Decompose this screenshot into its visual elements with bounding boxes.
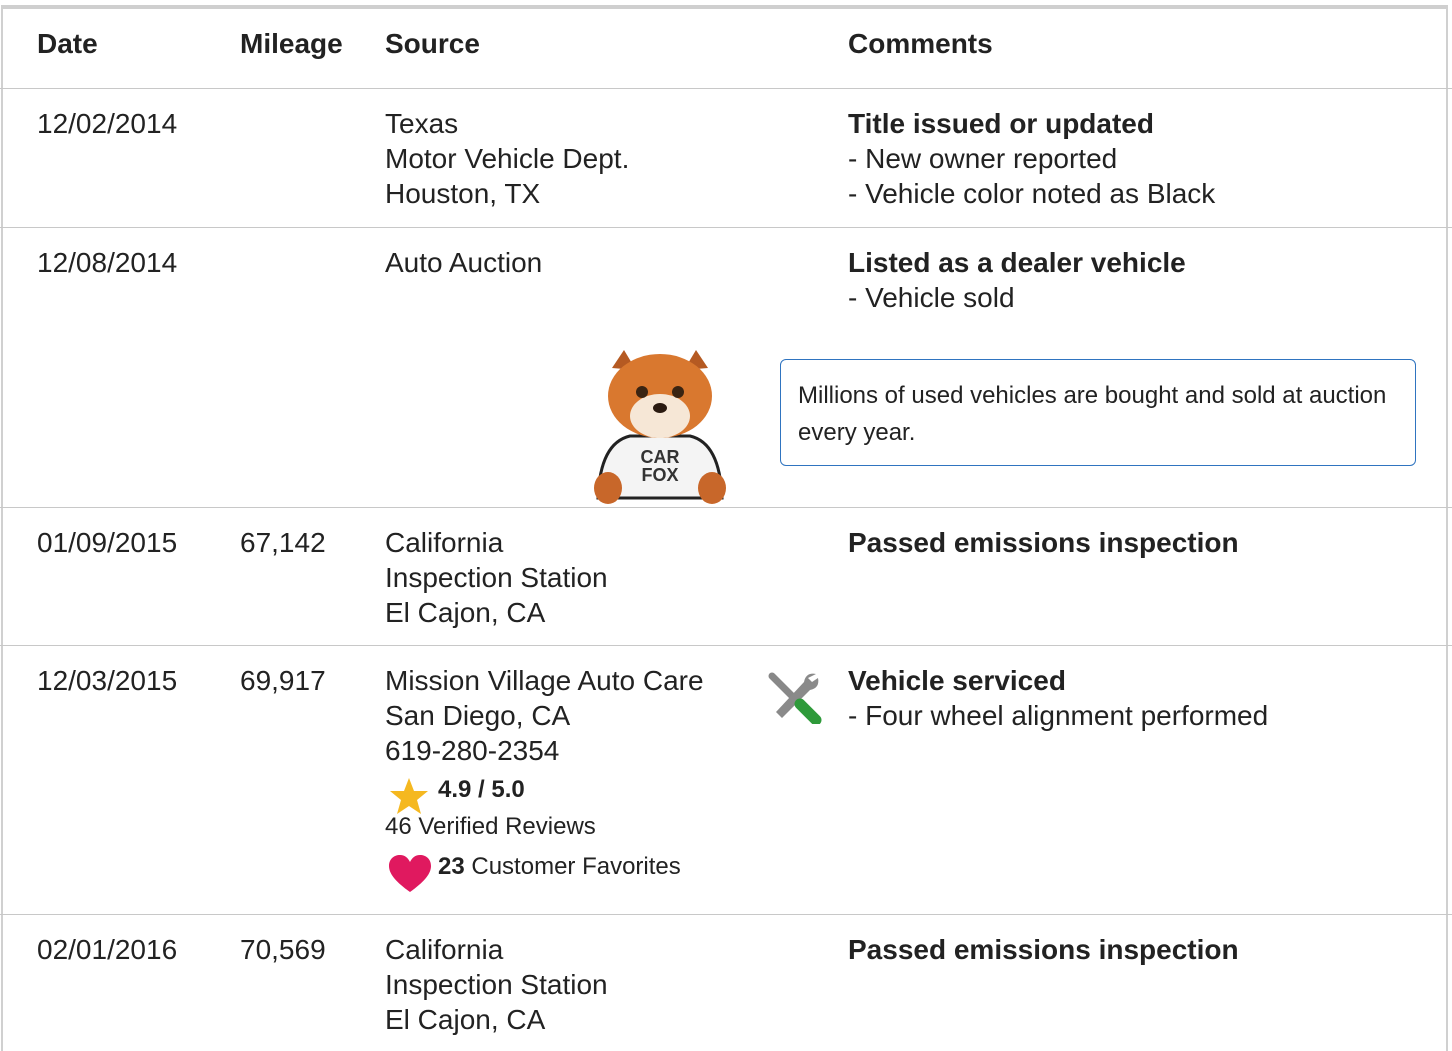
source-line[interactable]: Mission Village Auto Care xyxy=(385,663,704,698)
callout: Millions of used vehicles are bought and… xyxy=(780,359,1416,466)
header-row: Date Mileage Source Comments xyxy=(0,5,1452,89)
record-row: 02/01/2016 70,569 California Inspection … xyxy=(0,915,1452,1051)
source: Texas Motor Vehicle Dept. Houston, TX xyxy=(385,106,629,211)
record-row: 01/09/2015 67,142 California Inspection … xyxy=(0,508,1452,646)
comment-title: Passed emissions inspection xyxy=(848,932,1239,967)
source-line: 619-280-2354 xyxy=(385,733,704,768)
record-row: 12/02/2014 Texas Motor Vehicle Dept. Hou… xyxy=(0,89,1452,228)
mascot-hand xyxy=(594,472,622,504)
date: 12/08/2014 xyxy=(37,245,177,280)
header: Mileage xyxy=(240,26,343,61)
source: California Inspection Station El Cajon, … xyxy=(385,932,608,1037)
favorites: 23 Customer Favorites xyxy=(385,852,704,882)
mileage: 70,569 xyxy=(240,932,326,967)
mileage: 67,142 xyxy=(240,525,326,560)
header: Source xyxy=(385,26,480,61)
comment-item: - New owner reported xyxy=(848,141,1215,176)
rating: 4.9 / 5.0 xyxy=(385,775,704,805)
source-line: Auto Auction xyxy=(385,245,542,280)
source-line: Inspection Station xyxy=(385,967,608,1002)
mileage: 69,917 xyxy=(240,663,326,698)
source-line: El Cajon, CA xyxy=(385,595,608,630)
mascot-shirt-text: CAR xyxy=(641,447,680,467)
comment-title: Listed as a dealer vehicle xyxy=(848,245,1186,280)
mascot-shirt-text: FOX xyxy=(641,465,678,485)
mascot-eye xyxy=(672,386,684,398)
comments: Passed emissions inspection xyxy=(848,525,1239,560)
source-line: El Cajon, CA xyxy=(385,1002,608,1037)
mascot-muzzle xyxy=(630,394,690,438)
header: Date xyxy=(37,26,98,61)
record-row: 12/08/2014 Auto Auction Listed as a deal… xyxy=(0,228,1452,508)
source-line: Motor Vehicle Dept. xyxy=(385,141,629,176)
date: 02/01/2016 xyxy=(37,932,177,967)
comment-title: Vehicle serviced xyxy=(848,663,1268,698)
comment-item: - Vehicle sold xyxy=(848,280,1186,315)
comment-title: Title issued or updated xyxy=(848,106,1215,141)
source-line: Inspection Station xyxy=(385,560,608,595)
source-line: Houston, TX xyxy=(385,176,629,211)
date: 12/03/2015 xyxy=(37,663,177,698)
comment-item: - Vehicle color noted as Black xyxy=(848,176,1215,211)
source-line: California xyxy=(385,932,608,967)
date: 01/09/2015 xyxy=(37,525,177,560)
comments: Passed emissions inspection xyxy=(848,932,1239,967)
favorites-label: Customer Favorites xyxy=(471,853,680,880)
record-row: 12/03/2015 69,917 Mission Village Auto C… xyxy=(0,646,1452,915)
source-line: San Diego, CA xyxy=(385,698,704,733)
reviews[interactable]: 46 Verified Reviews xyxy=(385,812,704,842)
comments: Vehicle serviced - Four wheel alignment … xyxy=(848,663,1268,733)
mascot-eye xyxy=(636,386,648,398)
source-line: Texas xyxy=(385,106,629,141)
source: Mission Village Auto Care San Diego, CA … xyxy=(385,663,704,882)
header: Comments xyxy=(848,26,993,61)
mascot: CAR FOX xyxy=(590,348,730,508)
comment-title: Passed emissions inspection xyxy=(848,525,1239,560)
service-icon xyxy=(766,668,824,724)
date: 12/02/2014 xyxy=(37,106,177,141)
comments: Listed as a dealer vehicle - Vehicle sol… xyxy=(848,245,1186,315)
comments: Title issued or updated - New owner repo… xyxy=(848,106,1215,211)
star-icon xyxy=(388,776,430,816)
heart-icon xyxy=(388,854,432,894)
favorites-count: 23 xyxy=(438,853,465,880)
source: Auto Auction xyxy=(385,245,542,280)
source: California Inspection Station El Cajon, … xyxy=(385,525,608,630)
mascot-nose xyxy=(653,403,667,413)
page: Date Mileage Source Comments 12/02/2014 … xyxy=(0,0,1452,1051)
mascot-hand xyxy=(698,472,726,504)
comment-item: - Four wheel alignment performed xyxy=(848,698,1268,733)
source-line: California xyxy=(385,525,608,560)
